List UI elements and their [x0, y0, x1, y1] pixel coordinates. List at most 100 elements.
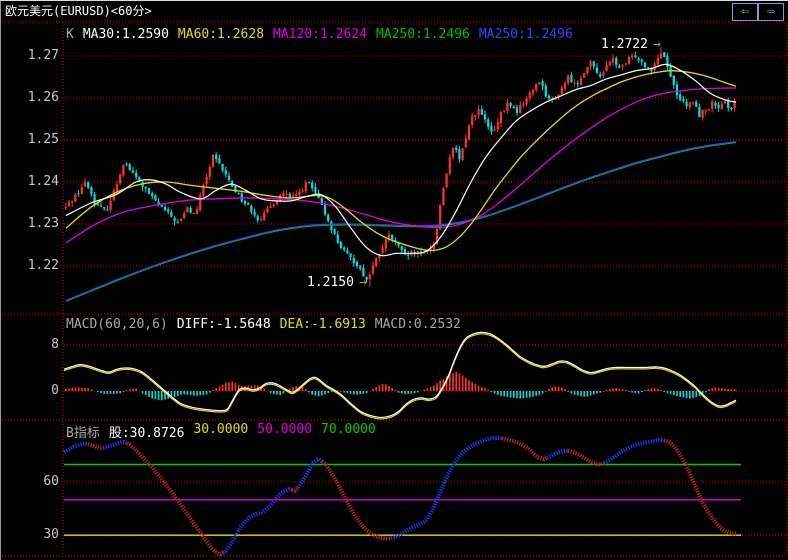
candle-body	[115, 184, 119, 192]
candle-body	[727, 100, 730, 108]
legend-item: MA60:1.2628	[177, 27, 265, 42]
candle-body	[573, 82, 576, 84]
candle-body	[183, 213, 186, 219]
ma30-line	[65, 63, 737, 257]
ma250-blue-line	[65, 141, 737, 302]
candle-body	[650, 68, 653, 72]
candle-body	[365, 276, 368, 280]
candle-body	[631, 56, 634, 58]
candle-body	[458, 149, 461, 160]
y-axis-tick: 1.27	[27, 48, 59, 63]
candle-body	[141, 182, 144, 187]
candle-body	[695, 101, 698, 107]
b-indicator-line	[102, 439, 128, 450]
b-indicator-line	[87, 442, 104, 451]
candle-body	[720, 104, 723, 109]
candle-body	[464, 138, 467, 148]
legend-item: B指标	[66, 426, 100, 441]
candle-body	[435, 228, 439, 245]
scroll-right-button[interactable]: ⇨	[758, 3, 784, 21]
candle-body	[675, 84, 679, 96]
candle-body	[717, 104, 720, 108]
candle-body	[125, 163, 128, 165]
candle-body	[522, 104, 525, 106]
y-axis-tick: 1.24	[27, 174, 59, 189]
y-axis-tick: 8	[51, 337, 59, 352]
candle-body	[247, 203, 250, 205]
candle-body	[611, 58, 615, 63]
legend-item: MA120:1.2624	[273, 27, 367, 42]
candle-body	[589, 61, 592, 67]
candle-body	[298, 191, 301, 196]
candle-body	[471, 116, 474, 125]
candle-body	[407, 254, 410, 256]
candle-body	[163, 207, 167, 211]
annotation-arrow-icon: →	[652, 37, 661, 52]
candle-body	[170, 211, 173, 217]
legend-item: MA250:1.2496	[375, 27, 470, 42]
candle-body	[186, 207, 189, 213]
y-axis-tick: 1.25	[27, 132, 59, 147]
candle-body	[512, 106, 515, 108]
candle-body	[400, 246, 403, 251]
candle-body	[519, 104, 522, 114]
candle-body	[375, 257, 378, 267]
candle-body	[627, 57, 631, 65]
left-arrow-icon: ⇦	[741, 4, 749, 19]
candle-body	[352, 257, 355, 264]
candle-body	[371, 265, 375, 274]
candle-body	[362, 267, 365, 277]
candle-body	[195, 209, 199, 215]
b-indicator-line	[663, 438, 737, 536]
diff-line	[63, 331, 737, 419]
candle-body	[451, 148, 455, 157]
candle-body	[122, 165, 125, 176]
candle-body	[439, 204, 442, 230]
b-indicator-line	[390, 436, 503, 541]
candle-body	[243, 200, 247, 204]
candle-body	[211, 154, 215, 168]
candle-body	[208, 166, 211, 178]
candle-body	[106, 209, 109, 211]
candle-body	[429, 248, 432, 251]
candle-body	[547, 95, 551, 99]
candle-body	[346, 250, 349, 254]
candle-body	[90, 187, 93, 195]
candle-body	[426, 250, 429, 252]
candle-body	[579, 78, 583, 85]
candle-body	[99, 205, 103, 207]
candle-body	[173, 217, 176, 222]
candle-body	[525, 98, 528, 105]
candle-body	[119, 174, 122, 184]
y-axis-tick: 1.23	[27, 216, 59, 231]
candle-body	[583, 72, 586, 78]
candle-body	[224, 170, 227, 175]
candle-body	[109, 200, 112, 210]
candle-body	[349, 253, 352, 258]
low-price-annotation: 1.2150 →	[307, 275, 367, 290]
b-indicator-line	[567, 448, 605, 467]
candle-body	[624, 63, 627, 65]
candle-body	[272, 204, 275, 207]
candle-body	[301, 190, 304, 193]
candle-body	[189, 207, 192, 213]
candle-body	[461, 148, 464, 160]
scroll-left-button[interactable]: ⇦	[732, 3, 758, 21]
y-axis-tick: 1.22	[27, 258, 59, 273]
candle-body	[666, 56, 669, 67]
candle-body	[701, 110, 704, 118]
candle-body	[83, 181, 87, 187]
dea-line	[63, 333, 737, 420]
candle-body	[202, 184, 205, 196]
candle-body	[595, 67, 599, 74]
candle-body	[93, 194, 96, 205]
candle-body	[266, 208, 269, 213]
macd-legend: MACD(60,20,6) DIFF:-1.5648 DEA:-1.6913 MACD…	[66, 317, 461, 332]
candle-body	[669, 66, 672, 77]
candle-body	[541, 81, 544, 87]
candle-body	[733, 101, 736, 108]
candle-body	[147, 188, 151, 194]
ma60-line	[65, 70, 737, 252]
legend-item: DEA:-1.6913	[279, 317, 366, 332]
